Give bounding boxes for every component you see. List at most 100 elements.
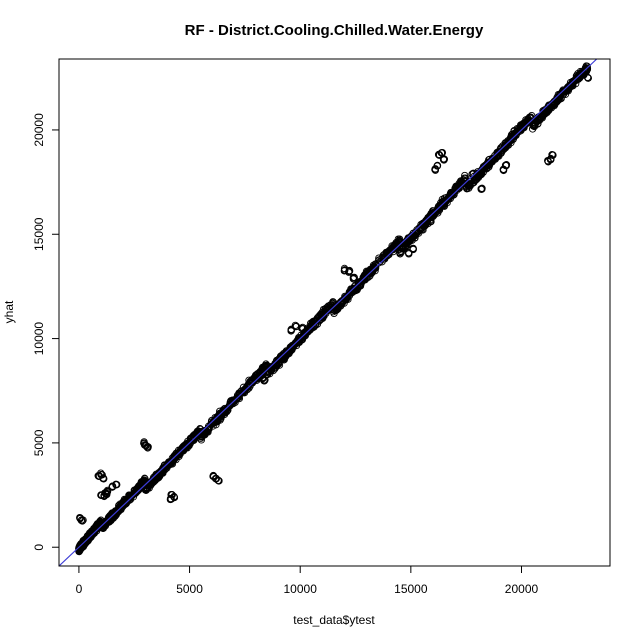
data-point <box>234 392 243 401</box>
outlier-point <box>478 185 486 193</box>
data-point <box>317 315 325 323</box>
outlier-point <box>112 481 120 489</box>
data-point <box>466 181 474 189</box>
data-point <box>89 529 97 537</box>
data-point <box>428 210 437 218</box>
data-point <box>169 456 177 464</box>
data-point <box>153 471 161 480</box>
data-point <box>213 418 221 426</box>
data-point <box>285 347 293 356</box>
data-point <box>245 384 253 392</box>
data-point <box>479 168 487 176</box>
data-point <box>167 458 175 466</box>
outlier-point <box>78 516 86 524</box>
data-point <box>199 431 207 439</box>
x-tick-label: 5000 <box>176 582 203 596</box>
x-axis: 0 5000 10000 15000 20000 <box>76 565 539 596</box>
outlier-point <box>298 324 306 332</box>
data-point <box>162 462 170 470</box>
y-axis-label: yhat <box>2 300 16 323</box>
data-point <box>437 201 445 209</box>
data-point <box>131 489 139 498</box>
data-point <box>283 348 292 357</box>
y-tick-label: 20000 <box>32 113 46 147</box>
data-point <box>267 364 275 372</box>
data-point <box>397 248 406 256</box>
y-tick-label: 15000 <box>32 217 46 251</box>
data-point <box>365 270 373 278</box>
outlier-point <box>440 155 449 163</box>
data-point <box>583 65 592 73</box>
data-point <box>148 479 156 487</box>
data-point <box>225 402 233 410</box>
outlier-point <box>262 371 270 379</box>
outlier-point <box>345 268 353 276</box>
data-point <box>452 182 460 190</box>
x-tick-label: 20000 <box>505 582 539 596</box>
outlier-point <box>78 517 86 525</box>
outlier-point <box>108 482 117 490</box>
outlier-point <box>584 74 592 82</box>
data-point <box>293 337 302 345</box>
data-point <box>183 441 191 449</box>
data-point <box>114 506 123 514</box>
outlier-point <box>340 266 349 275</box>
outlier-point <box>544 156 552 165</box>
data-point <box>565 81 574 90</box>
data-point <box>348 287 357 295</box>
data-point <box>385 250 393 259</box>
data-point <box>460 174 468 182</box>
data-point <box>397 244 405 253</box>
outlier-point <box>299 323 307 332</box>
data-point <box>149 478 158 486</box>
data-point <box>298 333 306 341</box>
data-point <box>350 285 358 293</box>
y-tick-label: 5000 <box>32 429 46 456</box>
data-point <box>296 335 304 343</box>
data-point <box>172 449 181 457</box>
data-point <box>168 457 177 465</box>
data-point <box>268 362 276 371</box>
data-point <box>175 449 183 457</box>
data-point <box>227 400 235 408</box>
y-tick-label: 0 <box>32 544 46 551</box>
data-point <box>217 410 225 419</box>
outlier-point <box>544 157 552 165</box>
x-axis-label: test_data$ytest <box>293 613 375 627</box>
reference-line-group <box>58 58 598 567</box>
data-point <box>396 245 404 253</box>
x-tick-label: 0 <box>76 582 83 596</box>
data-point <box>248 379 257 387</box>
outlier-point <box>469 169 477 177</box>
data-point <box>126 495 135 504</box>
data-point <box>125 496 134 504</box>
outlier-point <box>140 438 148 446</box>
outlier-point <box>209 472 217 480</box>
data-point <box>375 259 383 267</box>
y-axis: 0 5000 10000 15000 20000 <box>32 113 60 551</box>
data-point <box>507 135 515 143</box>
data-point <box>532 117 541 125</box>
data-point <box>465 180 474 189</box>
outlier-point <box>166 495 175 503</box>
data-point <box>103 517 111 525</box>
outlier-point <box>549 151 557 159</box>
outlier-point <box>409 245 417 253</box>
outlier-point <box>100 475 108 483</box>
data-point <box>239 383 248 391</box>
outlier-point <box>103 490 111 499</box>
data-point <box>370 264 379 273</box>
data-point <box>235 393 243 401</box>
outlier-point <box>291 321 300 330</box>
data-point <box>307 323 315 332</box>
data-point <box>276 352 285 360</box>
data-point <box>531 120 539 129</box>
outlier-point <box>263 370 271 378</box>
outlier-point <box>427 217 435 226</box>
data-point <box>511 131 519 139</box>
chart-title: RF - District.Cooling.Chilled.Water.Ener… <box>185 22 484 39</box>
data-point <box>404 234 412 242</box>
x-tick-label: 10000 <box>284 582 318 596</box>
data-point <box>564 83 572 91</box>
